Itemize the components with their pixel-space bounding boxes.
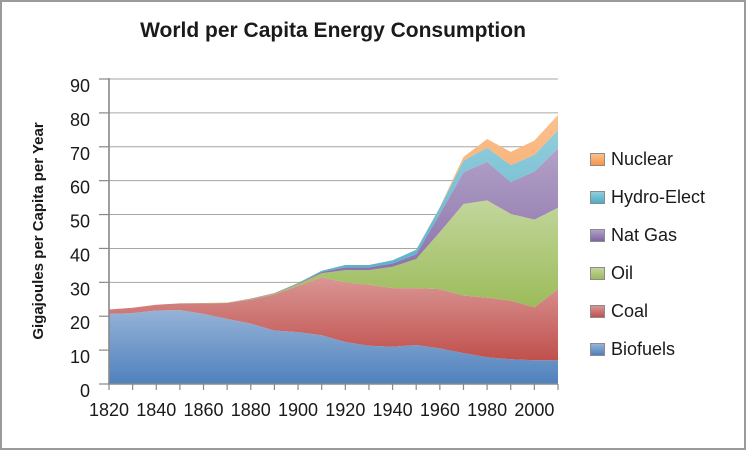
legend: Nuclear Hydro-Elect Nat Gas Oil Coal Biofuels bbox=[590, 149, 706, 379]
y-tick-label: 0 bbox=[80, 381, 90, 401]
area-coal bbox=[109, 277, 558, 361]
legend-label: Coal bbox=[611, 301, 649, 321]
legend-swatch-coal bbox=[590, 305, 605, 318]
legend-item-nuclear: Nuclear bbox=[590, 149, 705, 169]
legend-label: Biofuels bbox=[611, 339, 676, 359]
legend-label: Hydro-Elect bbox=[611, 187, 706, 207]
x-tick-label: 1860 bbox=[184, 400, 224, 420]
x-tick-label: 1960 bbox=[420, 400, 460, 420]
legend-item-hydro-elect: Hydro-Elect bbox=[590, 187, 706, 207]
y-tick-label: 20 bbox=[70, 313, 90, 333]
x-tick-label: 1840 bbox=[136, 400, 176, 420]
y-tick-labels: 0 10 20 30 40 50 60 70 80 90 bbox=[70, 76, 90, 401]
legend-item-coal: Coal bbox=[590, 301, 705, 321]
legend-label: Nat Gas bbox=[611, 225, 678, 245]
legend-label: Nuclear bbox=[611, 149, 674, 169]
x-tick-label: 1820 bbox=[89, 400, 129, 420]
x-tick-label: 1940 bbox=[373, 400, 413, 420]
y-tick-label: 70 bbox=[70, 144, 90, 164]
y-tick-label: 10 bbox=[70, 347, 90, 367]
x-tick-label: 1920 bbox=[325, 400, 365, 420]
area-biofuels bbox=[109, 310, 558, 384]
y-tick-label: 30 bbox=[70, 279, 90, 299]
legend-swatch-oil bbox=[590, 267, 605, 280]
legend-swatch-nat-gas bbox=[590, 229, 605, 242]
legend-item-oil: Oil bbox=[590, 263, 705, 283]
x-tick-label: 2000 bbox=[514, 400, 554, 420]
legend-label: Oil bbox=[611, 263, 633, 283]
x-tick-label: 1900 bbox=[278, 400, 318, 420]
area-oil bbox=[109, 200, 558, 310]
stacked-areas bbox=[109, 114, 558, 384]
y-tick-label: 80 bbox=[70, 110, 90, 130]
chart-title: World per Capita Energy Consumption bbox=[140, 19, 526, 42]
axes bbox=[99, 78, 559, 390]
legend-swatch-hydro-elect bbox=[590, 191, 605, 204]
x-tick-labels: 1820 1840 1860 1880 1900 1920 1940 1960 1980 2000 bbox=[89, 400, 554, 420]
x-tick-label: 1880 bbox=[231, 400, 271, 420]
y-tick-label: 90 bbox=[70, 76, 90, 96]
y-tick-label: 60 bbox=[70, 178, 90, 198]
y-tick-label: 50 bbox=[70, 212, 90, 232]
x-tick-label: 1980 bbox=[467, 400, 507, 420]
legend-item-biofuels: Biofuels bbox=[590, 339, 705, 359]
legend-swatch-biofuels bbox=[590, 343, 605, 356]
y-tick-label: 40 bbox=[70, 245, 90, 265]
legend-item-nat-gas: Nat Gas bbox=[590, 225, 705, 245]
legend-swatch-nuclear bbox=[590, 153, 605, 166]
